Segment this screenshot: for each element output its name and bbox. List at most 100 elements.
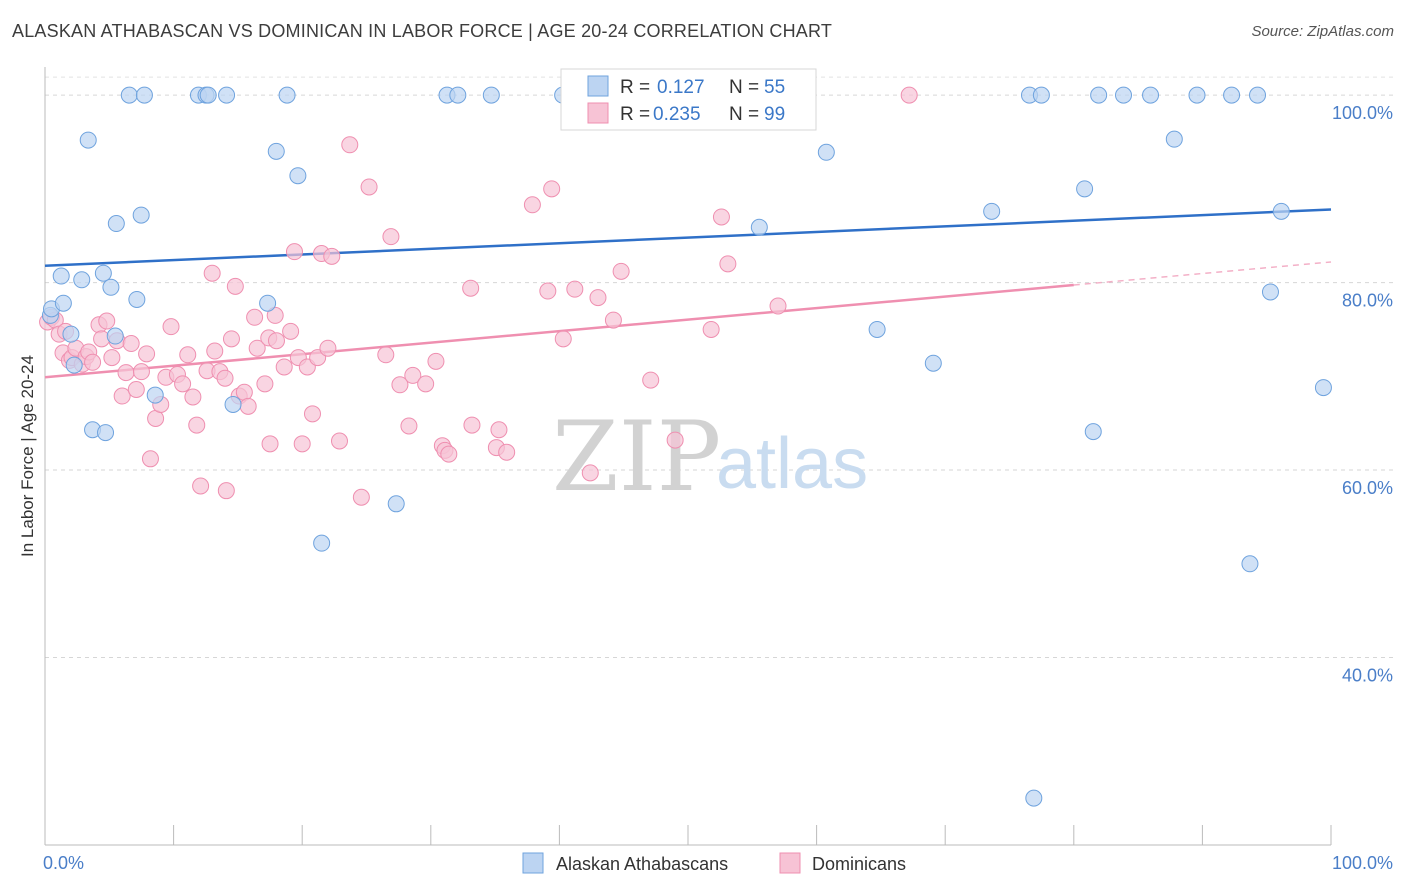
point-dominican (275, 358, 293, 376)
point-dominican (417, 375, 435, 393)
point-dominican (235, 383, 253, 401)
point-athabascan (387, 495, 405, 513)
point-dominican (352, 488, 370, 506)
point-dominican (93, 330, 111, 348)
point-athabascan (224, 395, 242, 413)
point-dominican (440, 445, 458, 463)
point-dominican (206, 342, 224, 360)
point-dominican (267, 332, 285, 350)
point-athabascan (79, 131, 97, 149)
point-dominican (612, 262, 630, 280)
y-tick-label: 40.0% (1342, 666, 1393, 686)
point-athabascan (54, 294, 72, 312)
point-dominican (122, 335, 140, 353)
point-athabascan (868, 320, 886, 338)
point-dominican (642, 371, 660, 389)
point-athabascan (1084, 423, 1102, 441)
point-dominican (490, 421, 508, 439)
point-dominican (84, 353, 102, 371)
source-credit: Source: ZipAtlas.com (1251, 23, 1394, 40)
point-athabascan (97, 424, 115, 442)
point-dominican (192, 477, 210, 495)
point-dominican (256, 375, 274, 393)
legend-swatch-dominican (587, 102, 609, 124)
point-dominican (712, 208, 730, 226)
point-athabascan (107, 215, 125, 233)
correlation-legend: R = 0.127 N = 55 R = 0.235 N = 99 (560, 68, 817, 131)
point-dominican (138, 345, 156, 363)
point-dominican (360, 178, 378, 196)
point-dominican (462, 279, 480, 297)
point-athabascan (1261, 283, 1279, 301)
point-dominican (666, 431, 684, 449)
point-athabascan (313, 534, 331, 552)
point-athabascan (199, 86, 217, 104)
point-dominican (248, 339, 266, 357)
point-dominican (539, 282, 557, 300)
trend-line-dominican-extension (1073, 261, 1332, 286)
point-athabascan (120, 86, 138, 104)
point-athabascan (132, 206, 150, 224)
point-athabascan (1032, 86, 1050, 104)
point-athabascan (482, 86, 500, 104)
point-dominican (341, 136, 359, 154)
point-dominican (604, 311, 622, 329)
point-athabascan (106, 327, 124, 345)
point-dominican (117, 364, 135, 382)
chart-title: ALASKAN ATHABASCAN VS DOMINICAN IN LABOR… (12, 21, 833, 41)
point-dominican (523, 196, 541, 214)
watermark: ZIP atlas (552, 401, 868, 513)
point-athabascan (128, 290, 146, 308)
point-athabascan (1076, 180, 1094, 198)
point-athabascan (1223, 86, 1241, 104)
x-tick-label-min: 0.0% (43, 853, 84, 873)
bottom-legend-athabascan: Alaskan Athabascans (556, 854, 728, 874)
watermark-atlas: atlas (716, 424, 868, 504)
legend-swatch-athabascan (587, 75, 609, 97)
y-tick-label: 100.0% (1332, 103, 1393, 123)
point-athabascan (146, 386, 164, 404)
point-athabascan (259, 294, 277, 312)
point-athabascan (1314, 379, 1332, 397)
point-dominican (303, 405, 321, 423)
point-dominican (589, 289, 607, 307)
point-athabascan (102, 278, 120, 296)
data-points (39, 86, 1332, 807)
point-dominican (103, 349, 121, 367)
point-athabascan (1115, 86, 1133, 104)
point-dominican (566, 280, 584, 298)
point-athabascan (73, 271, 91, 289)
point-dominican (427, 352, 445, 370)
point-dominican (377, 346, 395, 364)
point-dominican (543, 180, 561, 198)
point-dominican (382, 228, 400, 246)
point-dominican (554, 330, 572, 348)
y-tick-label: 80.0% (1342, 291, 1393, 311)
point-athabascan (1241, 555, 1259, 573)
point-dominican (282, 322, 300, 340)
point-athabascan (1090, 86, 1108, 104)
legend-n-value-2: 99 (764, 104, 785, 125)
point-dominican (581, 464, 599, 482)
bottom-legend-dominican: Dominicans (812, 854, 906, 874)
point-dominican (188, 416, 206, 434)
point-dominican (323, 247, 341, 265)
point-dominican (132, 363, 150, 381)
point-athabascan (924, 354, 942, 372)
point-dominican (162, 318, 180, 336)
point-athabascan (449, 86, 467, 104)
point-dominican (285, 243, 303, 261)
point-dominican (261, 435, 279, 453)
point-athabascan (62, 325, 80, 343)
point-dominican (203, 264, 221, 282)
point-dominican (127, 380, 145, 398)
gridlines (45, 76, 1394, 659)
point-dominican (293, 435, 311, 453)
point-dominican (404, 366, 422, 384)
point-dominican (217, 482, 235, 500)
point-dominican (98, 312, 116, 330)
point-athabascan (65, 356, 83, 374)
point-dominican (174, 375, 192, 393)
point-athabascan (1249, 86, 1267, 104)
